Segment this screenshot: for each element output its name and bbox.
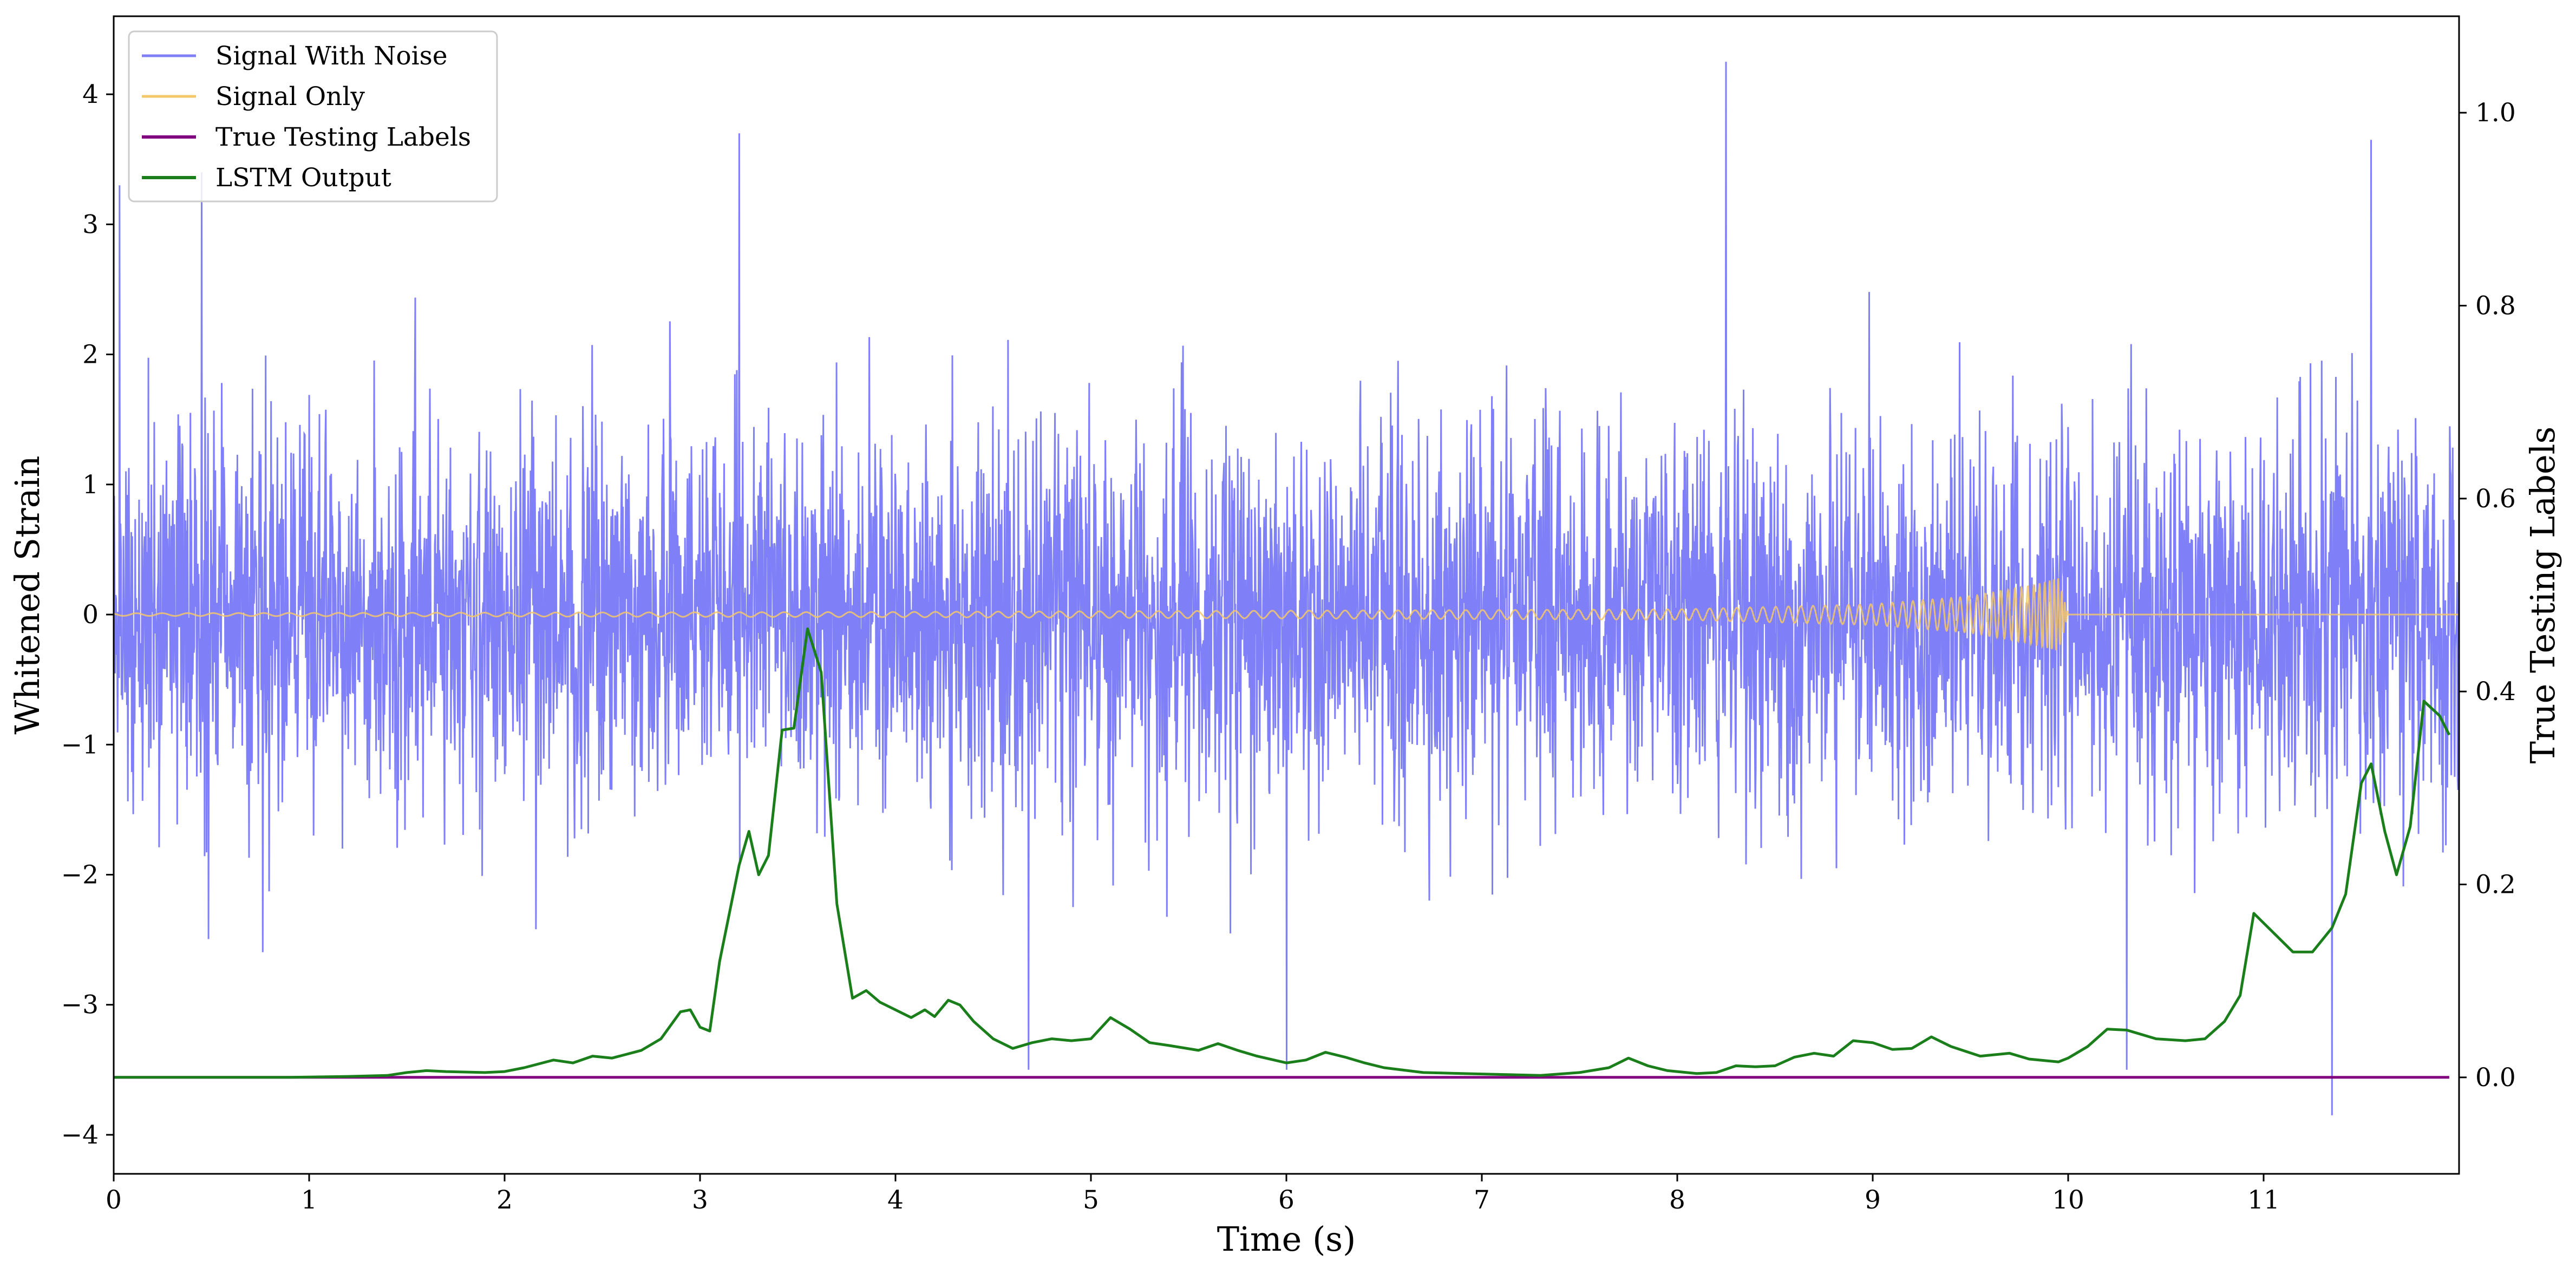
x-tick-label: 11	[2247, 1185, 2280, 1215]
x-tick-label: 10	[2052, 1185, 2084, 1215]
series-signal-only	[114, 578, 2459, 651]
x-tick-label: 4	[887, 1185, 904, 1215]
legend: Signal With Noise Signal Only True Testi…	[128, 30, 498, 202]
series-signal-with-noise	[114, 62, 2459, 1115]
y-right-tick-label: 0.0	[2475, 1063, 2516, 1093]
y-left-tick-label: −3	[61, 990, 99, 1020]
y-axis-right-label: True Testing Labels	[2523, 427, 2562, 764]
x-tick-label: 0	[106, 1185, 122, 1215]
x-tick-label: 3	[692, 1185, 708, 1215]
x-tick-label: 2	[496, 1185, 513, 1215]
plot-area	[114, 62, 2459, 1115]
y-axis-right: 0.0 0.2 0.4 0.6 0.8 1.0	[2459, 98, 2516, 1093]
legend-label-true-testing-labels: True Testing Labels	[215, 122, 471, 152]
y-right-tick-label: 0.8	[2475, 291, 2516, 321]
y-axis-left-label: Whitened Strain	[8, 456, 47, 735]
series-lstm-output	[114, 627, 2451, 1079]
y-left-tick-label: 4	[82, 80, 99, 109]
y-right-tick-label: 0.2	[2475, 870, 2516, 900]
y-left-tick-label: 3	[82, 210, 99, 239]
x-tick-label: 9	[1865, 1185, 1881, 1215]
y-right-tick-label: 1.0	[2475, 98, 2516, 128]
x-tick-label: 1	[301, 1185, 317, 1215]
legend-label-signal-with-noise: Signal With Noise	[215, 41, 448, 71]
y-left-tick-label: 2	[82, 340, 99, 370]
y-right-tick-label: 0.6	[2475, 484, 2516, 514]
x-tick-label: 8	[1669, 1185, 1685, 1215]
legend-label-lstm-output: LSTM Output	[215, 163, 391, 193]
y-left-tick-label: −1	[61, 730, 99, 760]
x-axis: 0 1 2 3 4 5 6 7 8 9 10 11	[106, 1174, 2280, 1215]
y-left-tick-label: −2	[61, 860, 99, 890]
x-tick-label: 5	[1083, 1185, 1099, 1215]
y-left-tick-label: 1	[82, 470, 99, 500]
y-right-tick-label: 0.4	[2475, 677, 2516, 707]
legend-box	[128, 30, 498, 202]
y-left-tick-label: 0	[82, 600, 99, 630]
y-axis-left: −4 −3 −2 −1 0 1 2 3 4	[61, 80, 114, 1150]
x-tick-label: 7	[1474, 1185, 1490, 1215]
y-left-tick-label: −4	[61, 1120, 99, 1150]
x-tick-label: 6	[1278, 1185, 1294, 1215]
x-axis-label: Time (s)	[1217, 1219, 1356, 1259]
legend-label-signal-only: Signal Only	[215, 82, 365, 112]
